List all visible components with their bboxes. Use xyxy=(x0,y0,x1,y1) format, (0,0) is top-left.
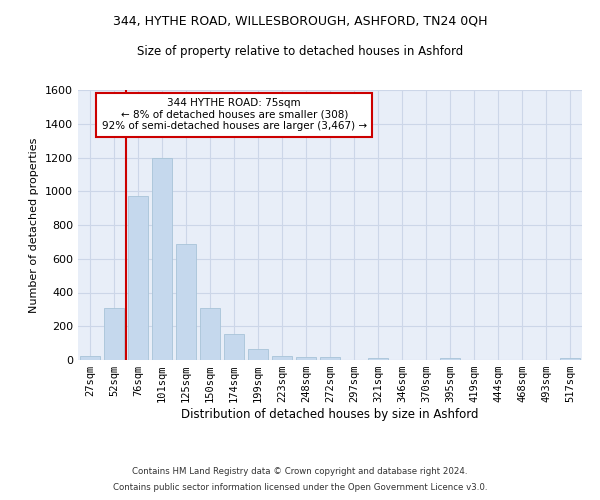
Bar xyxy=(176,244,196,360)
X-axis label: Distribution of detached houses by size in Ashford: Distribution of detached houses by size … xyxy=(181,408,479,421)
Bar xyxy=(272,356,292,360)
Bar xyxy=(152,158,172,360)
Bar xyxy=(224,334,244,360)
Bar xyxy=(248,349,268,360)
Bar xyxy=(296,358,316,360)
Bar xyxy=(440,358,460,360)
Text: Contains HM Land Registry data © Crown copyright and database right 2024.: Contains HM Land Registry data © Crown c… xyxy=(132,467,468,476)
Text: 344 HYTHE ROAD: 75sqm
← 8% of detached houses are smaller (308)
92% of semi-deta: 344 HYTHE ROAD: 75sqm ← 8% of detached h… xyxy=(101,98,367,132)
Bar xyxy=(368,358,388,360)
Bar xyxy=(128,196,148,360)
Bar xyxy=(80,356,100,360)
Bar xyxy=(320,358,340,360)
Bar xyxy=(104,308,124,360)
Y-axis label: Number of detached properties: Number of detached properties xyxy=(29,138,40,312)
Bar xyxy=(560,358,580,360)
Bar xyxy=(200,308,220,360)
Text: 344, HYTHE ROAD, WILLESBOROUGH, ASHFORD, TN24 0QH: 344, HYTHE ROAD, WILLESBOROUGH, ASHFORD,… xyxy=(113,15,487,28)
Text: Size of property relative to detached houses in Ashford: Size of property relative to detached ho… xyxy=(137,45,463,58)
Text: Contains public sector information licensed under the Open Government Licence v3: Contains public sector information licen… xyxy=(113,484,487,492)
